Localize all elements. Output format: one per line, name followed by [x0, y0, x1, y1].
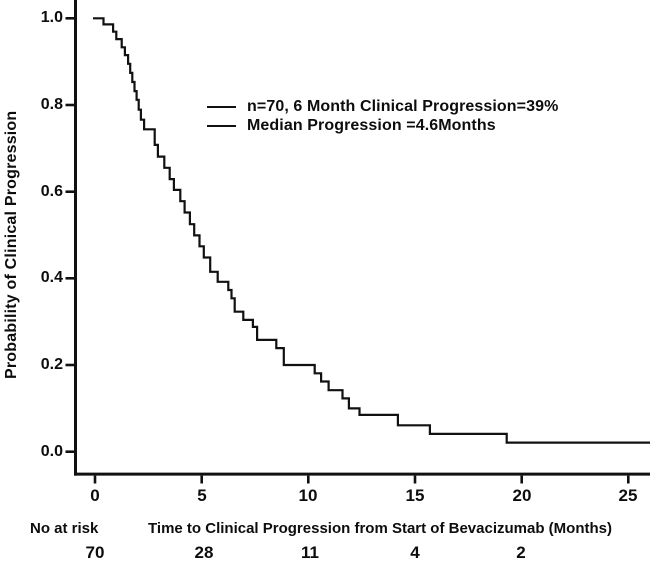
- risk-count: 11: [301, 543, 319, 562]
- x-tick-label: 20: [512, 486, 532, 505]
- x-tick-label: 0: [90, 486, 100, 505]
- legend: n=70, 6 Month Clinical Progression=39% M…: [207, 97, 558, 136]
- y-tick-label: 1.0: [40, 9, 63, 26]
- x-tick-label: 10: [298, 486, 318, 505]
- y-tick-label: 0.8: [40, 96, 63, 113]
- legend-item: n=70, 6 Month Clinical Progression=39%: [207, 97, 558, 117]
- risk-table-header: No at risk: [30, 520, 99, 537]
- risk-count: 4: [410, 543, 420, 562]
- x-tick-label: 5: [197, 486, 207, 505]
- risk-count: 2: [516, 543, 526, 562]
- x-tick-label: 25: [618, 486, 638, 505]
- legend-label: Median Progression =4.6Months: [247, 117, 496, 135]
- legend-label: n=70, 6 Month Clinical Progression=39%: [247, 97, 559, 115]
- y-tick-label: 0.6: [40, 183, 63, 200]
- x-axis-title: Time to Clinical Progression from Start …: [148, 520, 612, 537]
- legend-line-sample-icon: [207, 105, 236, 108]
- x-tick-label: 15: [405, 486, 425, 505]
- y-axis-title: Probability of Clinical Progression: [3, 110, 20, 380]
- risk-count: 28: [194, 543, 214, 562]
- y-tick-label: 0.0: [40, 443, 63, 460]
- risk-count: 70: [85, 543, 105, 562]
- legend-item: Median Progression =4.6Months: [207, 117, 558, 137]
- y-tick-label: 0.4: [40, 269, 63, 286]
- km-curve: [93, 17, 650, 444]
- legend-line-sample-icon: [207, 125, 236, 128]
- y-tick-label: 0.2: [40, 356, 63, 373]
